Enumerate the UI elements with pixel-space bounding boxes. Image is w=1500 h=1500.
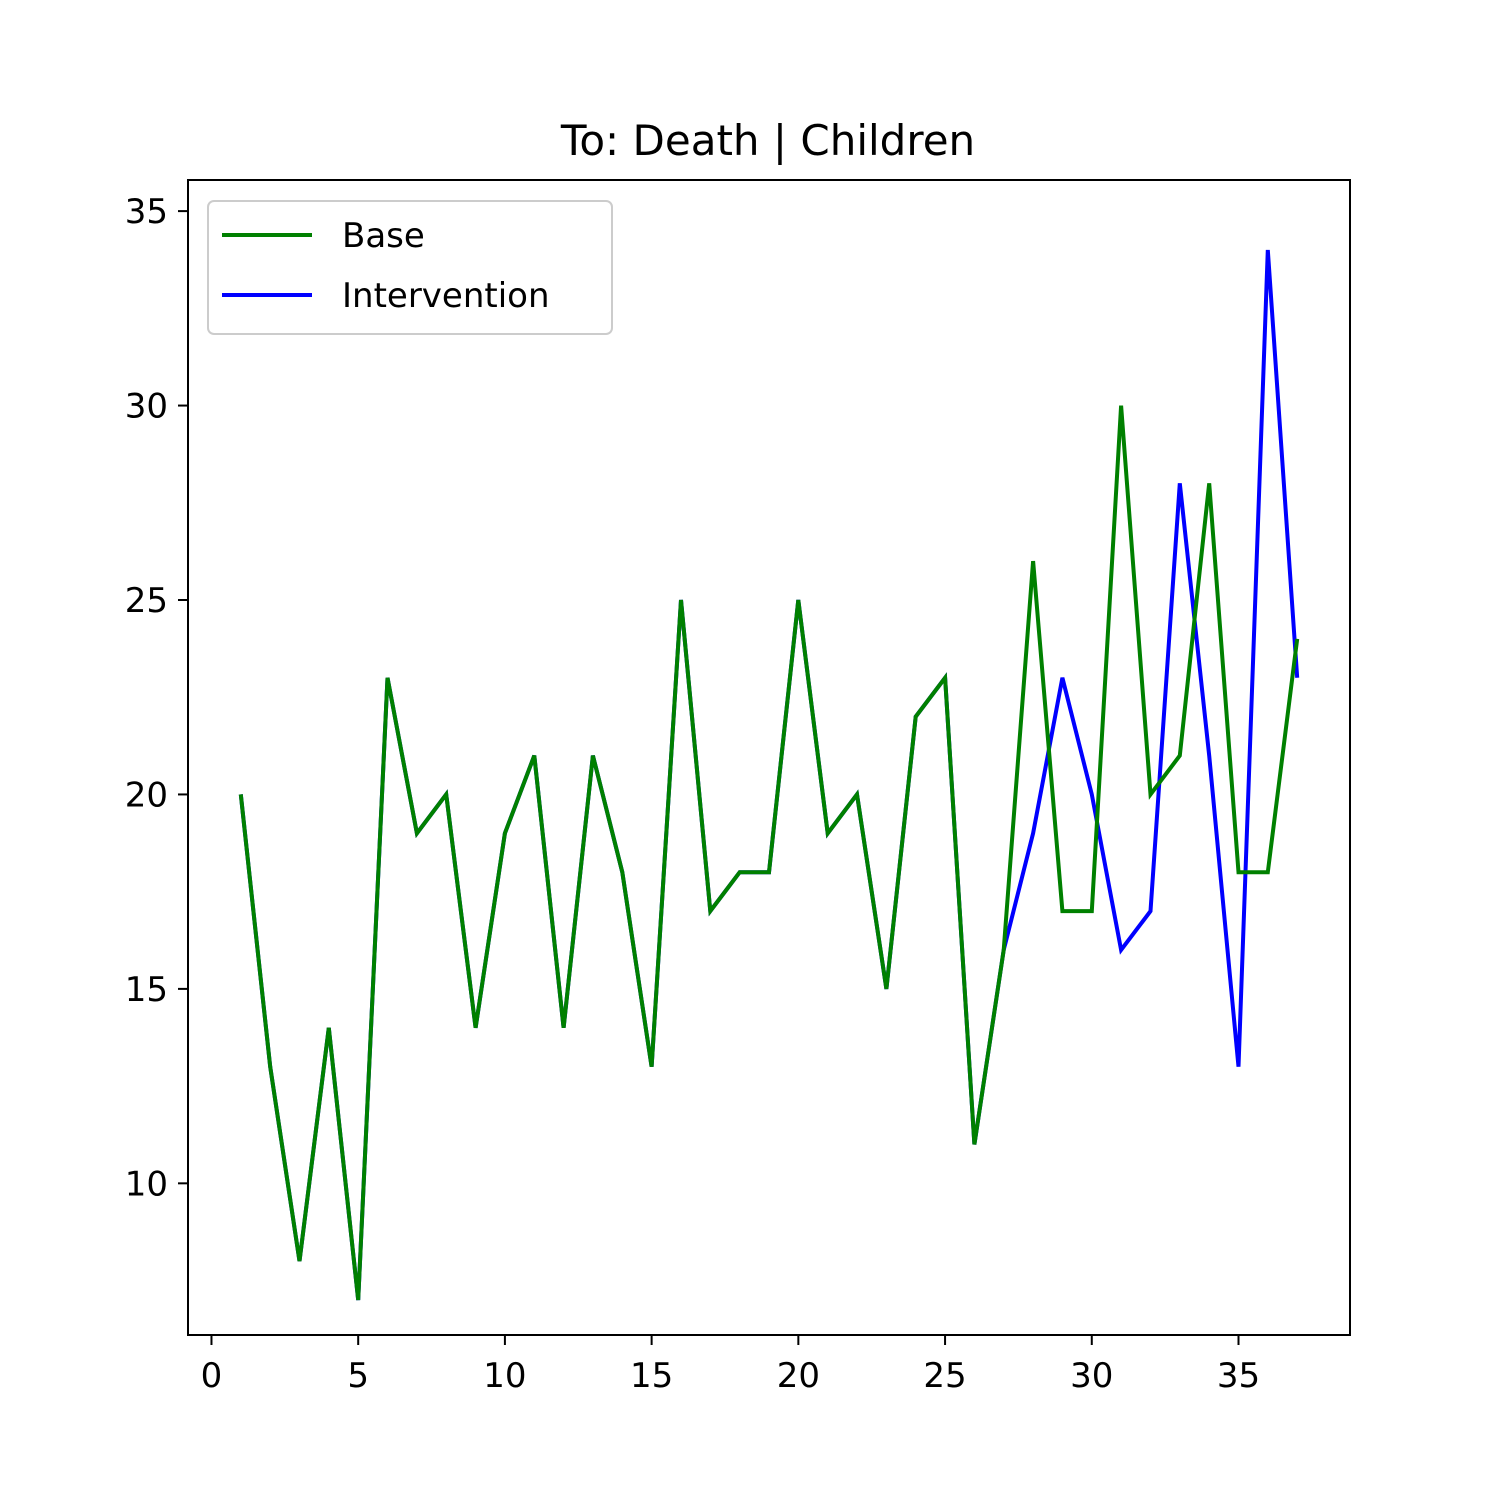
- x-tick-label: 0: [201, 1356, 223, 1396]
- y-tick-label: 20: [125, 775, 168, 815]
- x-tick-label: 25: [923, 1356, 966, 1396]
- x-tick-label: 15: [630, 1356, 673, 1396]
- x-tick-label: 35: [1217, 1356, 1260, 1396]
- legend-label-intervention: Intervention: [342, 276, 550, 316]
- x-tick-label: 30: [1070, 1356, 1113, 1396]
- legend-label-base: Base: [342, 216, 425, 256]
- legend: Base Intervention: [208, 201, 612, 334]
- y-tick-label: 15: [125, 970, 168, 1010]
- x-tick-label: 5: [347, 1356, 369, 1396]
- y-tick-label: 35: [125, 192, 168, 232]
- x-tick-label: 20: [777, 1356, 820, 1396]
- y-tick-label: 10: [125, 1164, 168, 1204]
- x-tick-label: 10: [483, 1356, 526, 1396]
- chart-title: To: Death | Children: [560, 116, 975, 165]
- y-tick-label: 25: [125, 581, 168, 621]
- y-tick-label: 30: [125, 387, 168, 427]
